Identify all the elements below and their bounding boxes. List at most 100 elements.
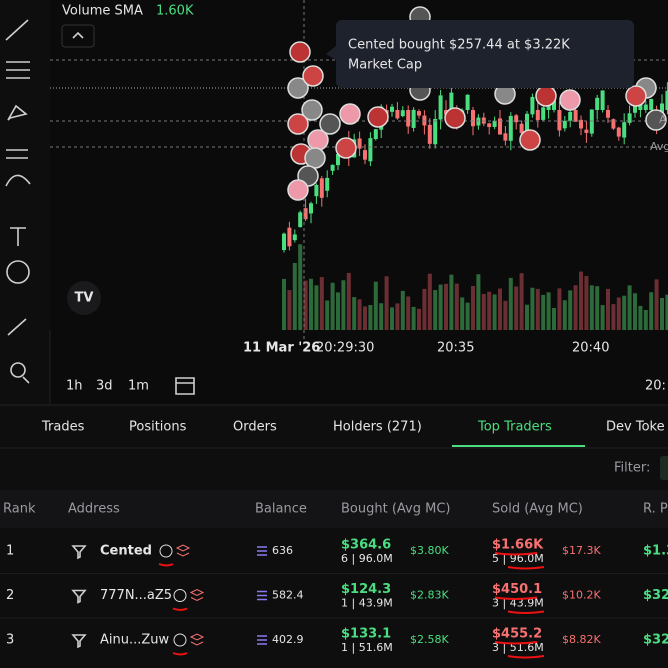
volume-bar <box>309 278 313 330</box>
tab-active[interactable]: Top Traders <box>477 420 552 435</box>
bought-usd: $364.6 <box>341 538 391 553</box>
volume-bar <box>292 262 297 330</box>
sold-mc: $17.3K <box>562 544 601 557</box>
volume-bar <box>406 296 411 330</box>
candle <box>627 113 632 123</box>
volume-bar <box>508 277 513 330</box>
stack-icon <box>175 544 191 557</box>
candle <box>471 110 475 127</box>
filter-icon[interactable] <box>71 589 87 604</box>
volume-bar <box>643 309 648 330</box>
trader-avatar <box>301 99 323 121</box>
trader-address[interactable]: Cented <box>100 544 152 559</box>
tab[interactable]: Dev Toke <box>606 420 665 435</box>
time-label: 20:35 <box>437 341 474 356</box>
candle <box>525 113 529 134</box>
trader-avatar <box>287 113 309 135</box>
trader-address[interactable]: 777N...aZ5 <box>100 588 172 603</box>
balance: 636 <box>272 544 293 557</box>
candle <box>373 129 378 140</box>
volume-bar <box>438 284 443 330</box>
volume-bar <box>579 271 583 330</box>
interval[interactable]: 3d <box>96 379 113 394</box>
realized-pnl: $32 <box>643 588 668 603</box>
volume-bar <box>638 305 643 330</box>
volume-bar <box>660 297 664 330</box>
volume-bar <box>584 276 589 330</box>
candle <box>492 120 497 127</box>
candle <box>282 233 286 250</box>
volume-bar <box>433 290 438 330</box>
time-label: 20:29:30 <box>316 341 374 356</box>
trader-avatar <box>307 129 329 151</box>
tooltip <box>336 20 634 88</box>
volume-bar <box>368 304 373 330</box>
volume-bar <box>427 273 432 330</box>
candle <box>606 110 610 118</box>
bought-detail: 6 | 96.0M <box>341 552 393 565</box>
volume-bar <box>525 304 529 330</box>
date-range-icon[interactable] <box>175 377 195 395</box>
candle <box>595 97 600 110</box>
volume-bar <box>535 288 540 330</box>
volume-bar <box>465 302 470 330</box>
trader-avatar <box>287 77 309 99</box>
candle <box>573 110 578 122</box>
candle <box>643 104 648 110</box>
tab[interactable]: Trades <box>41 420 85 435</box>
volume-bar <box>444 283 448 330</box>
candle <box>309 203 313 214</box>
volume-bar <box>595 286 600 330</box>
tab[interactable]: Positions <box>129 420 187 435</box>
sold-usd: $1.66K <box>492 538 544 553</box>
volume-bar <box>282 278 286 330</box>
bought-mc: $2.58K <box>410 633 449 646</box>
candle <box>336 153 340 166</box>
trader-avatar <box>367 106 389 128</box>
trader-avatar <box>625 85 647 107</box>
collapse-button[interactable] <box>61 24 95 48</box>
volume-bar <box>454 283 459 330</box>
bought-mc: $3.80K <box>410 544 449 557</box>
stack-icon <box>189 588 205 602</box>
volume-bar <box>476 274 481 330</box>
trader-avatar <box>339 103 361 125</box>
volume-bar <box>449 274 454 330</box>
interval[interactable]: 1h <box>66 379 83 394</box>
trader-avatar <box>559 89 581 111</box>
balance: 582.4 <box>272 589 304 602</box>
candle <box>589 109 594 134</box>
candle <box>395 110 400 119</box>
sol-icon <box>257 635 267 645</box>
candle <box>390 106 394 112</box>
trader-avatar <box>335 137 357 159</box>
sold-usd: $455.2 <box>492 627 542 642</box>
candle <box>303 208 308 220</box>
candle <box>287 227 292 247</box>
candle <box>535 110 540 121</box>
candle <box>314 184 319 197</box>
realized-pnl: $32 <box>643 633 668 648</box>
tab[interactable]: Holders (271) <box>333 420 422 435</box>
volume-bar <box>460 297 465 330</box>
tab[interactable]: Orders <box>233 420 277 435</box>
volume-bar <box>492 294 497 330</box>
filter-button[interactable] <box>660 456 668 480</box>
underline <box>172 652 188 656</box>
filter-icon[interactable] <box>71 634 87 649</box>
trader-avatar <box>519 129 541 151</box>
candle <box>616 127 621 137</box>
column-header: Sold (Avg MC) <box>492 502 583 517</box>
volume-bar <box>503 300 508 330</box>
volume-bar <box>357 299 362 330</box>
bought-mc: $2.83K <box>410 589 449 602</box>
volume-bar <box>546 292 551 330</box>
trader-avatar <box>302 65 324 87</box>
bought-detail: 1 | 51.6M <box>341 641 393 654</box>
candle <box>552 98 556 110</box>
interval[interactable]: 1m <box>128 379 149 394</box>
candle <box>433 118 438 145</box>
trader-address[interactable]: Ainu...Zuw <box>100 633 170 648</box>
tooltip-arrow <box>326 46 336 60</box>
filter-icon[interactable] <box>71 545 87 560</box>
